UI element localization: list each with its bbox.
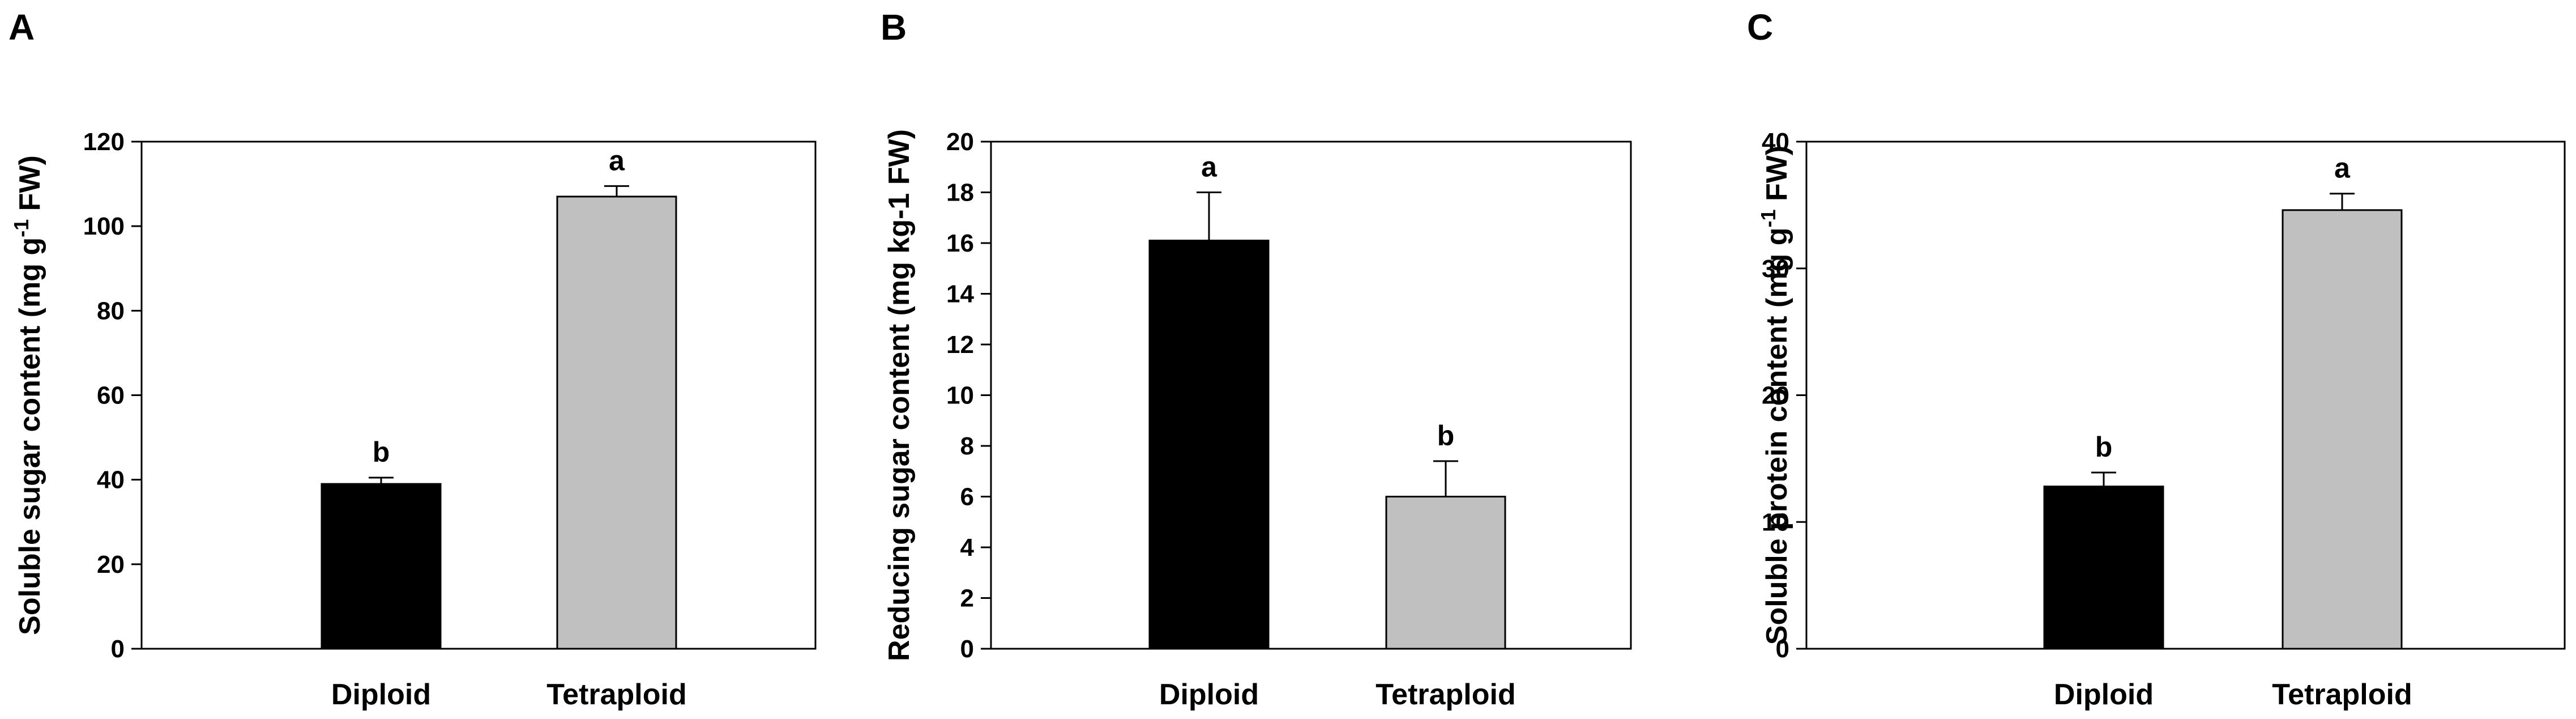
panel-letter: B bbox=[881, 7, 907, 48]
y-tick-label: 0 bbox=[111, 635, 125, 663]
panel-letter: A bbox=[8, 7, 35, 48]
y-tick-label: 16 bbox=[946, 229, 974, 257]
significance-letter: b bbox=[1437, 420, 1455, 452]
y-tick-label: 2 bbox=[960, 585, 974, 612]
bar-tetraploid bbox=[556, 195, 677, 650]
significance-letter: b bbox=[2095, 431, 2113, 463]
y-tick-label: 100 bbox=[83, 212, 125, 240]
y-tick-label: 18 bbox=[946, 179, 974, 207]
significance-letter: a bbox=[1201, 151, 1217, 183]
y-tick-label: 120 bbox=[83, 128, 125, 156]
bar-tetraploid bbox=[1385, 496, 1506, 650]
y-tick-label: 0 bbox=[1776, 635, 1789, 663]
y-axis-title: Reducing sugar content (mg kg-1 FW) bbox=[883, 129, 916, 661]
x-category-label: Diploid bbox=[331, 678, 431, 711]
y-tick-label: 10 bbox=[1762, 508, 1789, 536]
y-tick-label: 4 bbox=[960, 534, 975, 561]
x-category-label: Tetraploid bbox=[1375, 678, 1515, 711]
bar-diploid bbox=[1148, 240, 1270, 650]
x-category-label: Tetraploid bbox=[546, 678, 686, 711]
panel-a: A 0 20 40 60 80 100 120 Soluble sugar content (m… bbox=[8, 7, 817, 711]
y-tick-label: 20 bbox=[97, 551, 125, 578]
y-tick-label: 14 bbox=[946, 280, 974, 308]
panel-letter: C bbox=[1747, 7, 1773, 48]
y-tick-label: 40 bbox=[97, 466, 125, 494]
y-tick-label: 30 bbox=[1762, 255, 1789, 283]
significance-letter: a bbox=[2334, 152, 2351, 184]
y-tick-label: 80 bbox=[97, 297, 125, 325]
y-tick-label: 10 bbox=[946, 382, 974, 410]
significance-letter: b bbox=[373, 436, 390, 468]
plot-frame bbox=[990, 141, 1632, 650]
y-tick-label: 40 bbox=[1762, 128, 1789, 156]
x-category-label: Diploid bbox=[2054, 678, 2154, 711]
bar-diploid bbox=[321, 483, 442, 650]
y-tick-label: 12 bbox=[946, 331, 974, 359]
bar-diploid bbox=[2043, 486, 2164, 650]
x-category-label: Diploid bbox=[1159, 678, 1259, 711]
plot-frame bbox=[140, 141, 817, 650]
y-tick-label: 20 bbox=[946, 128, 974, 156]
y-axis-title: Soluble protein content (mg g-1 FW) bbox=[1757, 146, 1793, 645]
plot-frame bbox=[1805, 141, 2566, 650]
y-tick-label: 20 bbox=[1762, 382, 1789, 410]
y-tick-label: 60 bbox=[97, 382, 125, 410]
y-tick-label: 8 bbox=[960, 432, 974, 460]
y-tick-label: 6 bbox=[960, 483, 974, 511]
bar-tetraploid bbox=[2282, 209, 2403, 650]
significance-letter: a bbox=[609, 144, 625, 176]
y-axis-title: Soluble sugar content (mg g-1 FW) bbox=[10, 155, 46, 635]
x-category-label: Tetraploid bbox=[2272, 678, 2412, 711]
y-tick-label: 0 bbox=[960, 635, 974, 663]
panel-b: B 0 2 4 6 8 10 12 14 16 18 20 Reducing sugar content… bbox=[881, 7, 1632, 711]
